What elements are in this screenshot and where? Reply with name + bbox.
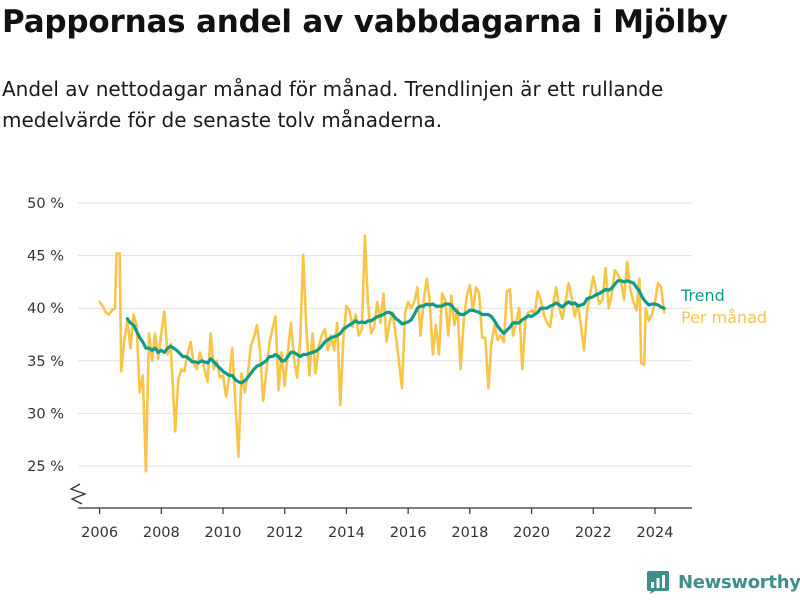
trend-line [125,279,666,385]
x-tick-label: 2022 [575,525,612,541]
x-tick-label: 2020 [513,525,550,541]
legend-item: Trend [680,286,725,305]
y-tick-label: 50 % [27,196,64,212]
chart-subtitle: Andel av nettodagar månad för månad. Tre… [2,77,664,132]
brand-logo: Newsworthy [646,570,800,594]
x-tick-label: 2018 [451,525,488,541]
y-tick-label: 40 % [27,301,64,317]
legend-item: Per månad [681,308,767,327]
x-tick-label: 2024 [637,525,674,541]
x-tick-label: 2012 [266,525,303,541]
x-tick-label: 2016 [390,525,427,541]
y-tick-label: 35 % [27,354,64,370]
newsworthy-logo-icon [647,571,669,594]
page-title: Pappornas andel av vabbdagarna i Mjölby [2,4,728,40]
x-axis [69,483,692,509]
monthly-line [98,234,666,473]
y-tick-label: 25 % [27,459,64,475]
brand-name: Newsworthy [678,571,800,593]
x-tick-label: 2006 [81,525,118,541]
chart-legend: Trend Per månad [680,286,767,327]
x-tick-label: 2014 [328,525,365,541]
x-tick-label: 2008 [143,525,180,541]
y-tick-label: 45 % [27,249,64,265]
y-axis-ticks: 25 % 30 % 35 % 40 % 45 % 50 % [27,196,64,475]
y-tick-label: 30 % [27,406,64,422]
x-tick-label: 2010 [205,525,242,541]
axis-break-icon [69,483,87,505]
series-lines [98,234,666,473]
x-axis-ticks: 2006 2008 2010 2012 2014 2016 2018 2020 2022 2024 [81,508,673,541]
